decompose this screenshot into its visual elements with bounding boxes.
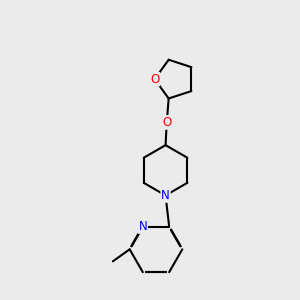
Text: N: N: [161, 189, 170, 202]
Text: N: N: [138, 220, 147, 233]
Text: O: O: [150, 73, 159, 85]
Text: O: O: [162, 116, 171, 129]
